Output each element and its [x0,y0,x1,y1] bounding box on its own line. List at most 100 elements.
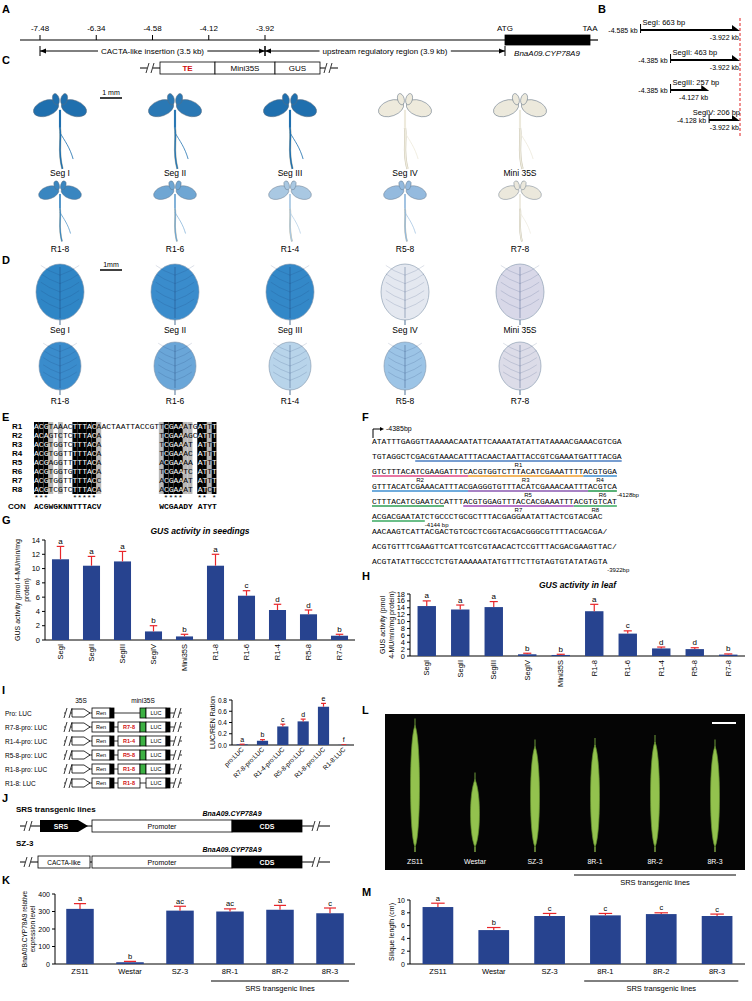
mini35s-box [140,722,146,732]
luc-box [146,750,166,760]
significance-letter: c [626,621,630,630]
vein [290,282,309,292]
sequence: ACGTCA [588,482,617,491]
vein [156,265,175,275]
group-label: SRS transgenic lines [620,878,690,887]
significance-letter: c [659,903,663,912]
vein [273,350,290,358]
panel-l: ZS11WestarSZ-38R-18R-28R-3SRS transgenic… [385,714,745,887]
similarity-cell [188,431,193,440]
group-bracket [574,875,736,876]
vein [386,265,405,275]
label: Ren [96,710,106,716]
gene-box [505,35,590,45]
sample-label: Seg IV [392,168,418,178]
y-axis-title: Silique length (cm) [388,903,396,961]
similarity-cell [207,449,212,458]
vein [290,265,309,275]
beak [415,719,416,727]
error-line [329,908,330,913]
vein [290,274,309,284]
identity-cell [202,449,207,458]
luc-box [146,778,166,788]
beak [715,740,716,748]
significance-letter: b [182,625,187,634]
vein [503,365,520,373]
error-cap [341,744,346,745]
similarity-cell [207,431,212,440]
significance-letter: c [715,905,719,914]
y-tick [52,894,55,895]
leaf [381,264,429,320]
y-tick [42,640,45,641]
vein [501,282,520,292]
y-tick [52,929,55,930]
true-leaf [60,180,67,190]
break-mark [173,708,176,718]
sample-label: Seg III [278,325,303,335]
hypocotyl [519,194,521,209]
silique [711,747,720,848]
error-bar [174,906,186,910]
seedling [497,180,544,241]
segment-end-label: -4.127 kb [679,94,708,101]
gene-name: BnaA09.CYP78A9 [514,49,580,58]
panel-c: TEMini35SGUS1 mmSeg ISeg IISeg IIISeg IV… [31,62,549,254]
y-tick-label: 14 [32,536,40,545]
break-gap [65,735,71,747]
significance-letter: f [343,736,345,743]
sample-label: R7-8 [511,244,530,254]
bar [702,916,733,964]
construct-label: R1-8-pro: LUC [5,766,48,774]
similarity-cell [159,431,164,440]
significance-letter: d [306,601,310,610]
vein [60,343,77,351]
vein [503,358,520,366]
sequence: GTCTTTACATCGAAGATTTC [372,467,468,476]
construct-element [275,62,320,74]
label: SZ-3 [16,839,34,848]
label: R5-8 [123,752,135,758]
y-tick-label: 8 [36,578,40,587]
sequence: ACGTGGTTTTTACC ACGAAAT ATTT [34,476,217,485]
true-leaf [519,93,528,106]
leaf [266,264,314,320]
y-axis [410,594,411,656]
hypocotyl [174,194,176,209]
vein [501,291,520,301]
error-bar [710,914,724,916]
label: SRS transgenic lines [16,805,96,814]
error-bar [240,744,245,745]
beak [655,735,656,743]
label: LUC [150,780,161,786]
y-tick-label: 8 [401,909,405,916]
vein [158,343,175,351]
identity-cell [202,431,207,440]
similarity-cell [183,422,188,431]
bar [298,721,309,745]
bar [277,726,288,745]
y-tick [42,597,45,598]
marks [52,546,348,640]
silique [411,726,420,848]
x-axis [410,964,745,965]
y-tick [407,621,410,622]
break-mark [29,821,32,831]
panel-letter: D [2,254,10,266]
bar [176,636,193,640]
vein [43,358,60,366]
terminator [110,708,114,718]
vein [520,358,537,366]
panel-letter: K [2,874,10,886]
sample-label: R1-4 [281,244,300,254]
true-leaf [168,180,175,190]
error-bar [224,909,236,912]
identity-cell [202,476,207,485]
error-cap [321,703,326,704]
error-cap [654,912,668,913]
x-tick-label: 8R-1 [597,967,613,976]
vein [41,265,60,275]
similarity-cell [188,449,193,458]
significance-letter: b [525,644,530,653]
vein [520,265,539,275]
